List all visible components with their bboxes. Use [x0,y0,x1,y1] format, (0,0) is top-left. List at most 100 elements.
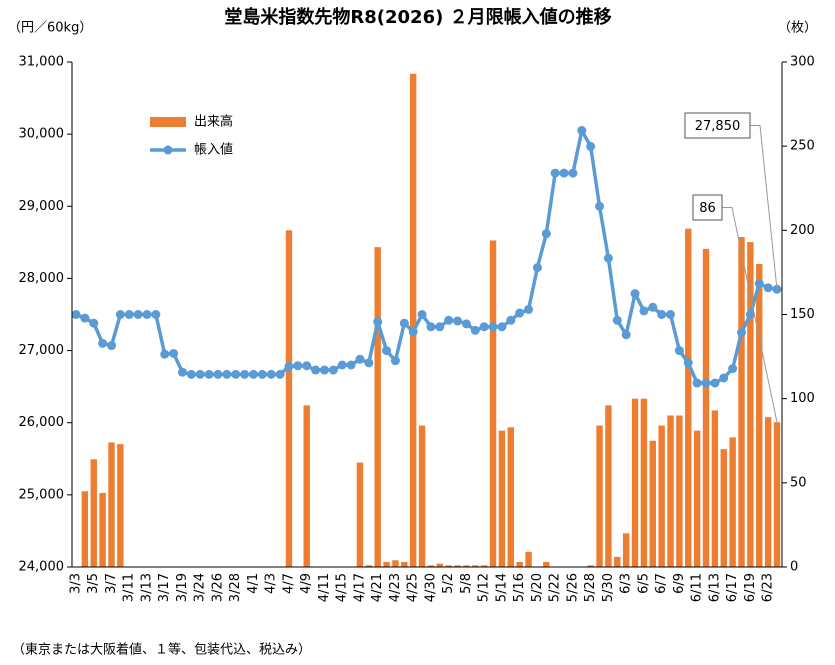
bar [596,425,603,567]
line-marker [399,318,409,328]
x-tick-label: 5/20 [530,573,545,602]
bar [356,462,364,567]
x-tick-label: 6/5 [636,573,651,594]
x-tick-label: 6/9 [672,573,687,594]
line-marker [532,263,542,273]
line-marker [577,126,587,136]
line-marker [115,310,125,319]
x-tick-label: 5/26 [565,573,580,602]
x-tick-label: 6/11 [690,573,705,602]
line-marker [453,316,463,326]
bar [747,242,754,567]
line-marker [311,365,321,375]
legend-label: 帳入値 [194,142,233,158]
bar [622,533,630,567]
line-marker [559,168,569,178]
bar [667,415,674,567]
x-tick-label: 4/7 [281,573,296,594]
line-marker [195,369,205,379]
x-tick-label: 5/22 [548,573,563,602]
y-tick-label: 31,000 [19,55,65,70]
line-marker [754,278,764,288]
bar [756,264,763,567]
bar [374,247,381,567]
x-tick-label: 6/19 [743,573,758,602]
bar [764,417,772,567]
line-marker [470,325,480,335]
line-marker [133,310,143,319]
y2-tick-label: 300 [790,55,815,70]
bar [409,73,417,568]
bar [711,410,719,567]
bar [463,565,470,567]
x-tick-label: 5/12 [477,573,492,602]
line-marker [657,310,667,319]
line-marker [612,315,622,325]
x-tick-label: 4/23 [388,573,403,602]
legend-label: 出来高 [194,114,233,130]
line-marker [568,168,578,178]
bar [693,430,701,567]
x-tick-label: 6/7 [654,573,669,594]
bar [303,405,310,567]
line-marker [621,330,631,340]
bar [285,230,293,568]
line-marker [186,369,196,379]
line-marker [417,310,427,319]
line-marker [648,302,658,312]
line-marker [124,310,134,319]
line-marker [728,364,738,374]
line-marker [479,322,489,332]
line-marker [98,338,108,348]
y-tick-label: 28,000 [19,271,65,286]
legend-swatch [150,117,186,127]
line-marker [89,318,99,328]
x-tick-label: 5/16 [512,573,527,602]
bar [392,560,399,567]
bar [587,565,594,567]
x-tick-label: 5/28 [583,573,598,602]
x-tick-label: 3/24 [193,573,208,602]
bar [99,492,106,567]
x-tick-label: 3/26 [210,573,225,602]
y2-tick-label: 0 [790,560,798,575]
bar [614,556,621,567]
line-marker [595,201,605,211]
y2-tick-label: 150 [790,307,815,322]
x-tick-label: 5/30 [601,573,616,602]
bar [658,425,665,567]
bar [90,459,97,567]
bar [472,565,479,567]
line-marker [639,306,649,316]
line-marker [497,322,507,332]
line-marker [142,310,152,319]
line [75,125,778,385]
line-marker [435,322,445,332]
line-marker [266,369,276,379]
bar [436,563,444,567]
bar [401,561,408,567]
line-marker [745,310,755,319]
line-marker [630,289,640,299]
bar [543,561,550,567]
x-tick-label: 4/11 [317,573,332,602]
line-marker [382,346,392,356]
line-marker [284,361,294,371]
line-marker [71,310,81,319]
callout-leader [722,207,778,423]
bar [454,565,461,567]
bar [676,415,683,567]
data-label: 86 [699,201,716,216]
bar [631,398,639,567]
x-tick-label: 5/2 [441,573,456,594]
bar [108,442,115,567]
bar [445,565,452,567]
bar [516,561,523,567]
line-marker [692,378,702,388]
line-marker [222,369,232,379]
line-marker [204,369,214,379]
line-marker [302,361,312,371]
line-marker [106,341,116,351]
line-marker [426,322,436,332]
